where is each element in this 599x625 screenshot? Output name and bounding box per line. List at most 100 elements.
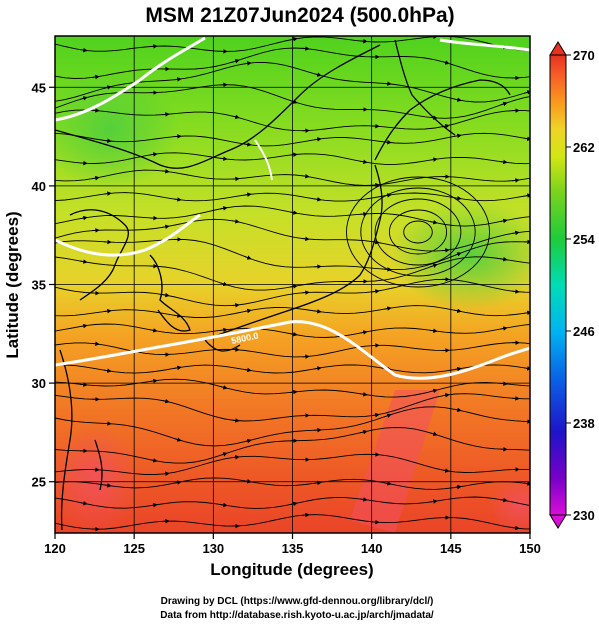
wind-arrow bbox=[313, 480, 322, 486]
wind-arrow bbox=[499, 497, 508, 503]
wind-arrow bbox=[429, 157, 438, 162]
wind-arrow bbox=[219, 206, 228, 211]
wind-arrow bbox=[371, 412, 380, 418]
height-contour-inner bbox=[254, 139, 273, 181]
wind-arrow bbox=[441, 248, 450, 253]
wind-arrow bbox=[79, 215, 88, 221]
wind-arrow bbox=[453, 484, 462, 490]
wind-arrow bbox=[359, 392, 368, 397]
lat-tick-label: 40 bbox=[32, 179, 46, 194]
wind-arrow bbox=[523, 136, 530, 141]
wind-arrow bbox=[149, 378, 158, 384]
wind-arrow bbox=[173, 437, 182, 442]
longitude-ticks: 120 125 130 135 140 145 150 bbox=[44, 533, 541, 556]
wind-arrow bbox=[91, 341, 100, 347]
wind-arrow bbox=[429, 328, 438, 333]
wind-arrow bbox=[149, 502, 158, 508]
wind-arrow bbox=[359, 330, 368, 335]
wind-arrow bbox=[511, 525, 520, 531]
wind-arrow bbox=[453, 133, 462, 139]
grid-lines bbox=[55, 36, 530, 533]
wind-arrow bbox=[149, 152, 158, 157]
wind-arrow bbox=[313, 197, 322, 202]
wind-arrow bbox=[359, 429, 368, 435]
wind-arrow bbox=[231, 418, 240, 423]
wind-arrow bbox=[219, 385, 228, 390]
wind-arrow bbox=[149, 328, 158, 333]
height-contour-5800 bbox=[55, 320, 530, 380]
coast-sakhalin bbox=[394, 39, 456, 136]
streamline bbox=[55, 342, 530, 358]
wind-arrow bbox=[429, 220, 438, 225]
wind-arrow bbox=[359, 159, 368, 165]
wind-arrow bbox=[243, 61, 252, 66]
map-title: MSM 21Z07Jun2024 (500.0hPa) bbox=[145, 4, 454, 27]
wind-arrow bbox=[499, 381, 508, 386]
latitude-ticks: 25 30 35 40 45 bbox=[32, 80, 55, 490]
height-contour-north-west bbox=[55, 36, 206, 122]
wind-arrow bbox=[523, 481, 530, 486]
cold-low-region bbox=[390, 200, 530, 310]
wind-arrow bbox=[371, 289, 380, 294]
wind-arrow bbox=[91, 74, 100, 80]
wind-arrow bbox=[429, 431, 438, 436]
wind-arrow bbox=[289, 501, 298, 507]
cold-region-northwest bbox=[55, 70, 180, 190]
streamline bbox=[55, 205, 530, 227]
wind-arrow bbox=[499, 159, 508, 165]
wind-arrow bbox=[453, 407, 462, 413]
wind-arrow bbox=[383, 81, 392, 86]
wind-arrow bbox=[511, 230, 520, 236]
wind-arrow bbox=[173, 77, 182, 82]
colorbar: 270 262 254 246 238 230 bbox=[549, 41, 595, 529]
wind-arrow bbox=[289, 332, 298, 337]
wind-arrow bbox=[103, 191, 112, 196]
wind-arrow bbox=[103, 308, 112, 314]
wind-arrow bbox=[523, 193, 530, 198]
streamline bbox=[55, 238, 530, 271]
wind-arrow bbox=[511, 178, 520, 183]
coast-china-south bbox=[59, 349, 73, 531]
wind-arrow bbox=[243, 255, 252, 260]
wind-arrow bbox=[173, 365, 182, 371]
cyclonic-streamline bbox=[360, 187, 476, 277]
wind-arrow bbox=[499, 218, 508, 224]
colorbar-ticks: 270 262 254 246 238 230 bbox=[566, 48, 595, 523]
wind-arrow bbox=[499, 256, 508, 262]
wind-arrow bbox=[429, 388, 438, 394]
wind-arrow bbox=[231, 454, 240, 460]
wind-arrow bbox=[243, 192, 252, 197]
streamline bbox=[55, 477, 530, 490]
cyclonic-streamline bbox=[388, 209, 448, 255]
colorbar-top-arrow bbox=[549, 41, 567, 56]
wind-arrow bbox=[441, 468, 450, 473]
wind-arrow bbox=[383, 139, 392, 145]
height-contour-north-east bbox=[439, 38, 530, 52]
wind-arrow bbox=[523, 310, 530, 316]
wind-arrow bbox=[359, 38, 368, 44]
wind-arrow bbox=[243, 308, 252, 314]
streamline bbox=[55, 427, 530, 464]
wind-arrow bbox=[523, 90, 530, 95]
wind-arrow bbox=[453, 195, 462, 201]
plot-area: 5800.0 bbox=[55, 36, 530, 533]
credit-drawing: Drawing by DCL (https://www.gfd-dennou.o… bbox=[161, 596, 434, 607]
lon-tick-label: 130 bbox=[202, 541, 224, 556]
wind-arrow bbox=[441, 393, 450, 398]
wind-arrow bbox=[231, 114, 240, 120]
wind-arrow bbox=[161, 471, 170, 476]
wind-arrow bbox=[219, 281, 228, 287]
wind-arrow bbox=[429, 115, 438, 120]
streamline bbox=[55, 453, 530, 475]
lat-tick-label: 25 bbox=[32, 475, 46, 490]
coast-kyushu bbox=[204, 339, 241, 352]
colorbar-tick-label: 238 bbox=[573, 416, 595, 431]
wind-arrow bbox=[313, 309, 322, 314]
credit-data: Data from http://database.rish.kyoto-u.a… bbox=[160, 610, 434, 621]
colorbar-tick-label: 230 bbox=[573, 508, 595, 523]
cyclonic-streamline bbox=[346, 176, 490, 288]
lon-tick-label: 135 bbox=[282, 541, 304, 556]
wind-arrow bbox=[243, 479, 252, 484]
cyclonic-streamline bbox=[403, 220, 433, 244]
